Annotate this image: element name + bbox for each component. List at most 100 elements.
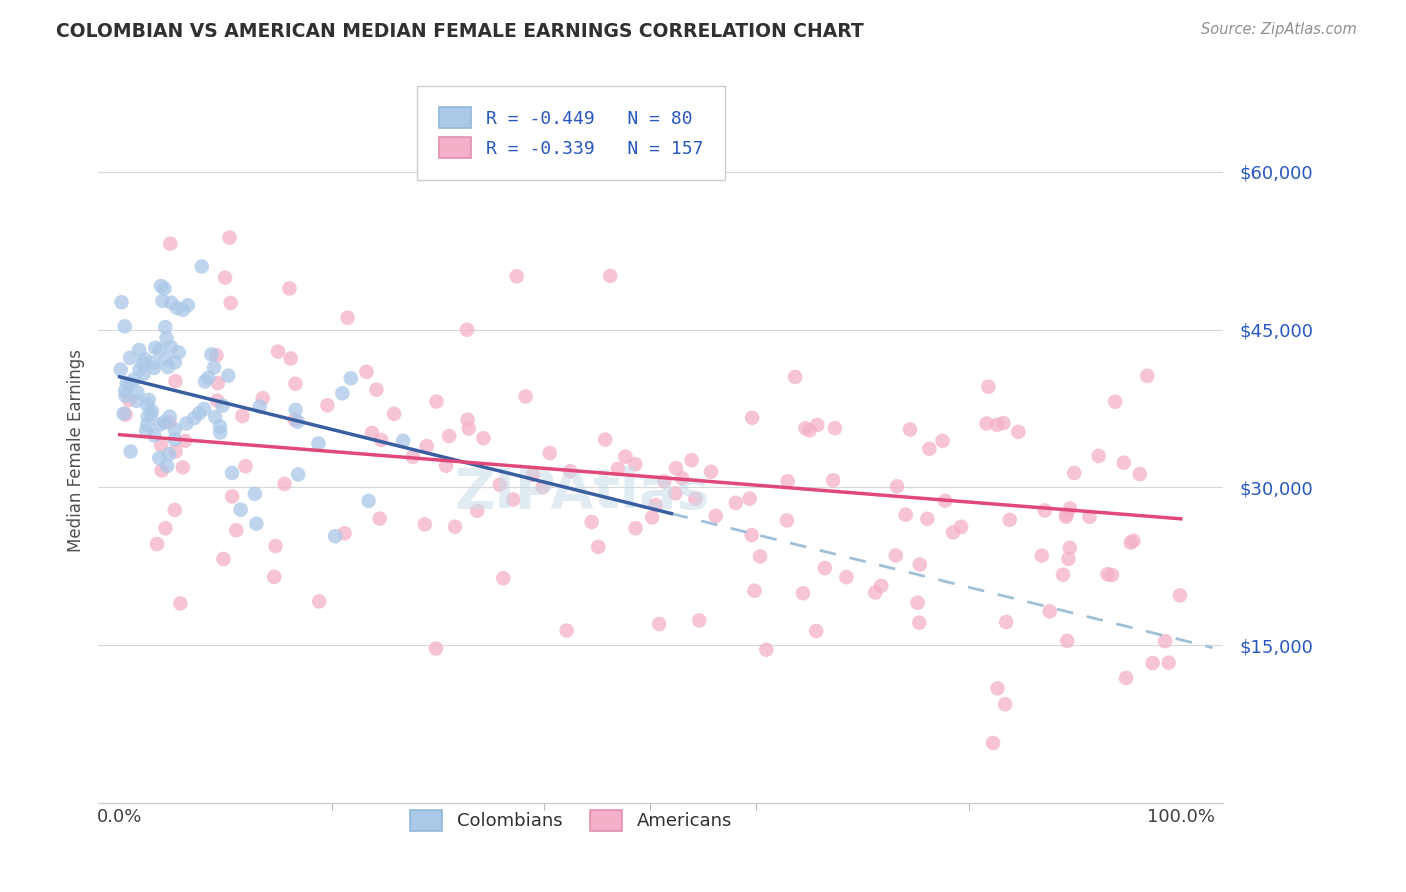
Point	[515, 390, 537, 404]
Point	[163, 355, 186, 369]
Point	[120, 376, 142, 391]
Point	[134, 352, 156, 367]
Point	[194, 375, 217, 389]
Point	[138, 392, 160, 407]
Point	[824, 421, 846, 435]
Point	[339, 371, 361, 385]
Point	[188, 406, 211, 420]
Point	[159, 409, 181, 424]
Point	[153, 415, 176, 429]
Point	[205, 393, 228, 408]
Point	[1056, 633, 1078, 648]
Point	[357, 494, 380, 508]
Point	[218, 230, 240, 244]
Point	[425, 394, 447, 409]
Text: ZIPAtlas: ZIPAtlas	[454, 466, 710, 520]
Point	[434, 458, 457, 473]
Point	[614, 450, 637, 464]
Point	[125, 393, 148, 408]
Point	[146, 537, 169, 551]
Point	[456, 323, 478, 337]
Point	[488, 477, 510, 491]
Point	[112, 407, 135, 421]
Point	[231, 409, 253, 423]
Point	[169, 596, 191, 610]
Point	[273, 477, 295, 491]
Point	[356, 365, 378, 379]
Point	[783, 370, 806, 384]
Point	[994, 697, 1017, 711]
Point	[898, 422, 921, 436]
Legend: Colombians, Americans: Colombians, Americans	[401, 801, 741, 839]
Point	[392, 434, 415, 448]
Point	[153, 282, 176, 296]
Point	[908, 558, 931, 572]
Point	[1122, 533, 1144, 548]
Point	[110, 362, 132, 376]
Point	[1063, 466, 1085, 480]
Point	[172, 460, 194, 475]
Point	[150, 463, 173, 477]
Point	[163, 503, 186, 517]
Point	[382, 407, 405, 421]
Point	[823, 473, 845, 487]
Point	[648, 617, 671, 632]
Point	[1101, 568, 1123, 582]
Point	[644, 498, 666, 512]
Point	[143, 428, 166, 442]
Point	[336, 310, 359, 325]
Point	[995, 615, 1018, 629]
Point	[555, 624, 578, 638]
Point	[132, 356, 155, 370]
Point	[792, 586, 814, 600]
Point	[465, 504, 488, 518]
Point	[118, 393, 141, 408]
Point	[685, 491, 707, 506]
Point	[136, 417, 159, 432]
Point	[1097, 567, 1119, 582]
Point	[225, 523, 247, 537]
Point	[155, 521, 177, 535]
Point	[159, 415, 181, 429]
Point	[538, 446, 561, 460]
Point	[323, 529, 346, 543]
Point	[993, 416, 1015, 430]
Point	[141, 404, 163, 418]
Point	[1059, 501, 1081, 516]
Point	[588, 540, 610, 554]
Point	[688, 614, 710, 628]
Point	[931, 434, 953, 448]
Point	[457, 421, 479, 435]
Point	[1054, 509, 1077, 524]
Point	[531, 480, 554, 494]
Point	[157, 447, 180, 461]
Point	[267, 344, 290, 359]
Point	[163, 433, 186, 447]
Point	[330, 386, 353, 401]
Point	[652, 474, 675, 488]
Point	[124, 372, 146, 386]
Point	[205, 348, 228, 362]
Point	[127, 385, 149, 400]
Point	[280, 351, 302, 366]
Point	[457, 412, 479, 426]
Point	[166, 301, 188, 315]
Point	[502, 492, 524, 507]
Point	[1129, 467, 1152, 481]
Point	[671, 471, 693, 485]
Point	[191, 260, 214, 274]
Point	[472, 431, 495, 445]
Point	[368, 511, 391, 525]
Point	[207, 376, 229, 390]
Point	[114, 408, 136, 422]
Point	[287, 415, 309, 429]
Point	[581, 515, 603, 529]
Point	[284, 413, 307, 427]
Point	[870, 579, 893, 593]
Point	[806, 624, 828, 638]
Point	[132, 367, 155, 381]
Point	[1039, 604, 1062, 618]
Point	[1007, 425, 1029, 439]
Point	[776, 513, 799, 527]
Point	[204, 409, 226, 424]
